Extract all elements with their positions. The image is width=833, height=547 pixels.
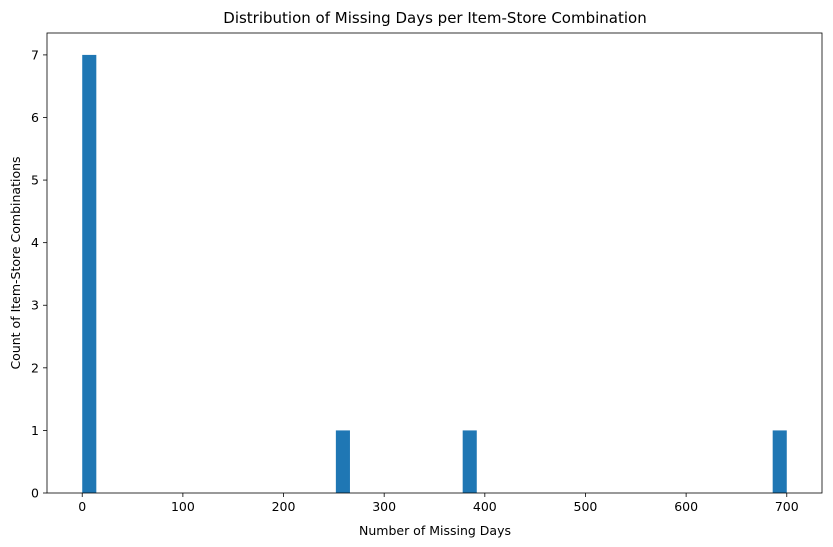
y-tick-label-7: 7	[31, 47, 39, 62]
y-tick-label-4: 4	[31, 235, 39, 250]
x-tick-label-0: 0	[78, 499, 86, 514]
chart-title: Distribution of Missing Days per Item-St…	[223, 9, 646, 27]
y-tick-label-0: 0	[31, 486, 39, 501]
x-tick-label-100: 100	[171, 499, 195, 514]
axes-frame	[46, 32, 823, 494]
y-tick-label-3: 3	[31, 298, 39, 313]
histogram-bar-0	[82, 54, 97, 494]
x-tick-label-500: 500	[574, 499, 598, 514]
plot-area: 0 100 200 300 400 500 600 700 0 1 2 3 4 5 6 7	[31, 32, 823, 514]
y-tick-label-6: 6	[31, 110, 39, 125]
y-tick-label-1: 1	[31, 423, 39, 438]
x-tick-label-300: 300	[372, 499, 396, 514]
x-tick-label-400: 400	[473, 499, 497, 514]
y-tick-label-2: 2	[31, 360, 39, 375]
histogram-bar-1	[335, 430, 350, 493]
y-tick-label-5: 5	[31, 173, 39, 188]
x-tick-label-200: 200	[272, 499, 296, 514]
histogram-bar-3	[772, 430, 787, 493]
x-axis-label: Number of Missing Days	[359, 523, 511, 538]
x-tick-label-600: 600	[674, 499, 698, 514]
y-axis-label: Count of Item-Store Combinations	[8, 156, 23, 369]
histogram-bar-2	[462, 430, 477, 493]
x-tick-label-700: 700	[775, 499, 799, 514]
